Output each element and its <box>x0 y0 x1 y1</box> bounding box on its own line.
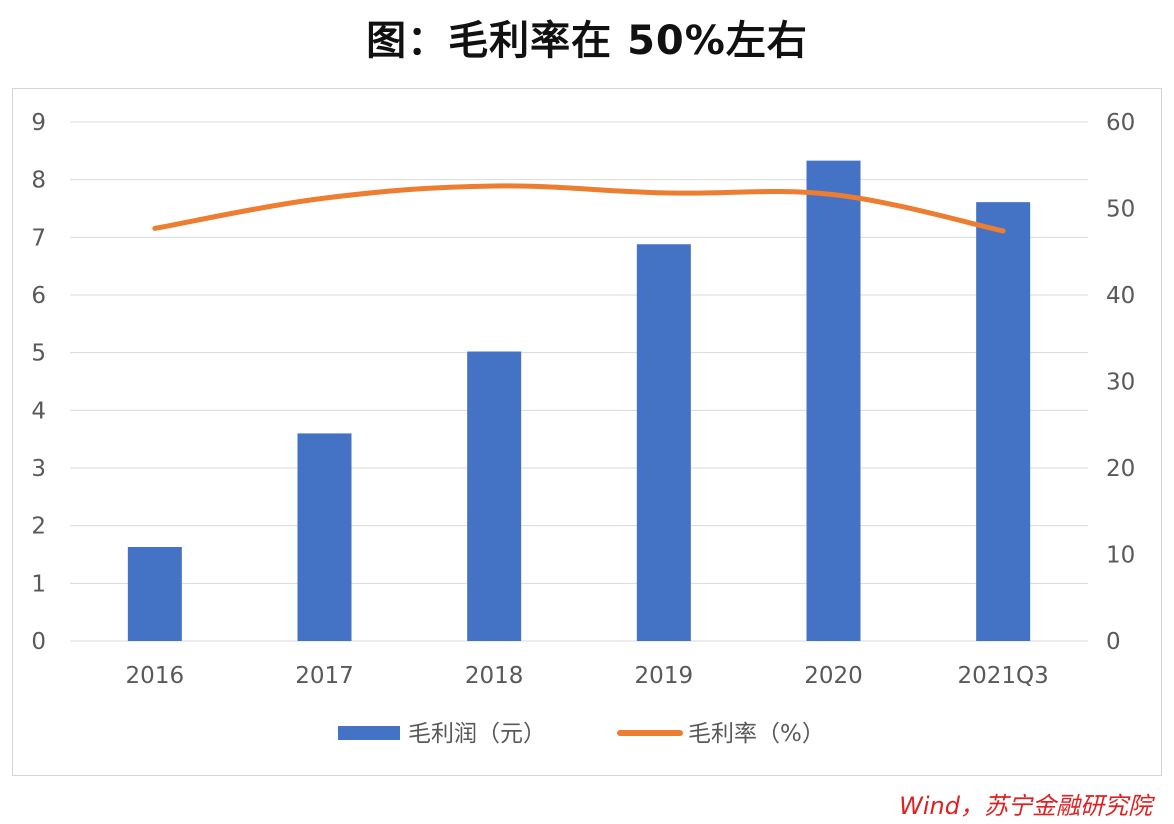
left-tick-label: 9 <box>31 110 46 136</box>
left-tick-label: 4 <box>31 398 46 424</box>
left-tick-label: 8 <box>31 168 46 194</box>
chart-title: 图：毛利率在 50%左右 <box>366 18 808 64</box>
left-tick-label: 7 <box>31 225 46 251</box>
right-axis-ticks: 0 10 20 30 40 50 60 <box>1106 110 1135 655</box>
right-tick-label: 60 <box>1106 110 1135 136</box>
left-tick-label: 0 <box>31 629 46 655</box>
bar-2018 <box>467 351 522 641</box>
x-axis-ticks: 2016 2017 2018 2019 2020 2021Q3 <box>126 663 1049 689</box>
legend-bar-label: 毛利润（元） <box>408 721 546 747</box>
left-tick-label: 5 <box>31 341 46 367</box>
x-tick-label: 2021Q3 <box>958 663 1049 689</box>
x-tick-label: 2020 <box>804 663 863 689</box>
x-tick-label: 2018 <box>465 663 524 689</box>
bar-series <box>127 160 1031 642</box>
x-tick-label: 2017 <box>295 663 354 689</box>
gross-margin-line <box>152 183 1006 234</box>
x-tick-label: 2016 <box>126 663 185 689</box>
bar-2020 <box>806 160 861 642</box>
left-axis-ticks: 0 1 2 3 4 5 6 7 8 9 <box>31 110 46 655</box>
line-series <box>152 183 1006 234</box>
right-tick-label: 30 <box>1106 370 1135 396</box>
right-tick-label: 50 <box>1106 197 1135 223</box>
x-tick-label: 2019 <box>635 663 694 689</box>
right-tick-label: 10 <box>1106 543 1135 569</box>
left-tick-label: 1 <box>31 571 46 597</box>
left-tick-label: 6 <box>31 283 46 309</box>
gridlines <box>70 121 1088 642</box>
legend: 毛利润（元） 毛利率（%） <box>338 721 825 747</box>
right-tick-label: 20 <box>1106 456 1135 482</box>
legend-bar-swatch <box>338 726 400 740</box>
legend-line-label: 毛利率（%） <box>688 721 825 747</box>
left-tick-label: 2 <box>31 514 46 540</box>
chart-panel <box>12 88 1162 776</box>
right-tick-label: 0 <box>1106 629 1121 655</box>
bar-2016 <box>127 547 182 641</box>
bar-2017 <box>297 433 352 641</box>
left-tick-label: 3 <box>31 456 46 482</box>
bar-2019 <box>636 244 691 641</box>
source-note: Wind，苏宁金融研究院 <box>899 792 1152 820</box>
right-tick-label: 40 <box>1106 283 1135 309</box>
bar-2021Q3 <box>976 202 1031 641</box>
